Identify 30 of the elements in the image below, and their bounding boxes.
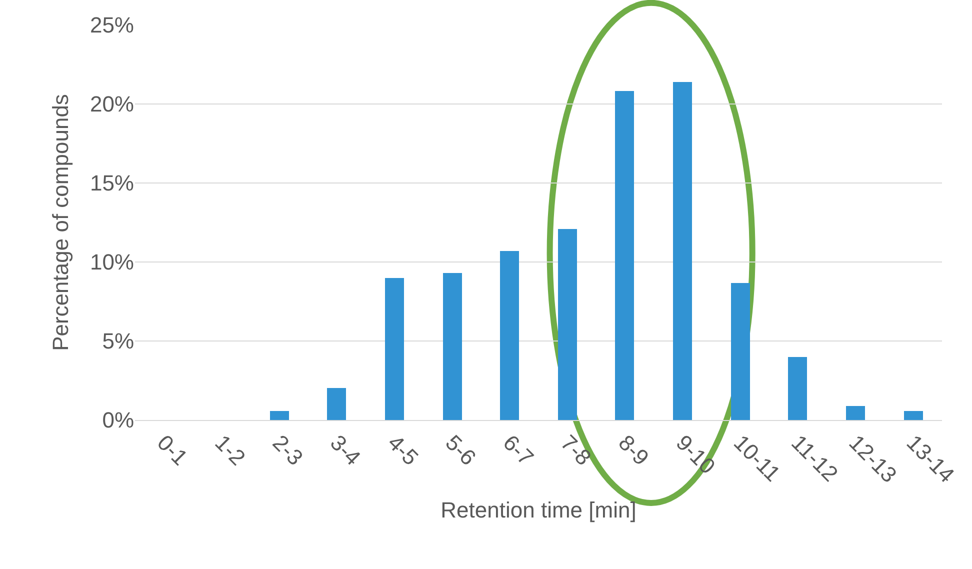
x-axis-title: Retention time [min] — [440, 497, 636, 522]
y-tick-label: 5% — [102, 328, 134, 354]
bar — [731, 283, 750, 420]
x-tick-label: 5-6 — [440, 430, 481, 470]
x-tick-label: 6-7 — [498, 430, 539, 470]
bar — [500, 251, 519, 420]
x-tick-label: 3-4 — [325, 430, 366, 470]
bar — [615, 91, 634, 420]
bar — [846, 406, 865, 420]
bar — [270, 411, 289, 420]
bar — [558, 229, 577, 420]
y-tick-label: 25% — [90, 12, 134, 38]
x-tick-label: 4-5 — [383, 430, 424, 470]
bar — [385, 278, 404, 420]
bar — [673, 82, 692, 420]
x-tick-label: 0-1 — [152, 430, 193, 470]
bar — [327, 388, 346, 420]
y-axis-title: Percentage of compounds — [48, 94, 73, 351]
y-tick-label: 15% — [90, 170, 134, 196]
x-tick-label: 9-10 — [671, 430, 720, 479]
y-tick-label: 20% — [90, 92, 134, 117]
bar — [904, 411, 923, 420]
y-tick-label: 10% — [90, 250, 134, 275]
x-tick-label: 2-3 — [268, 430, 308, 470]
bar — [788, 357, 807, 420]
x-tick-label: 7-8 — [556, 430, 596, 470]
x-tick-label: 1-2 — [210, 430, 250, 470]
bar — [443, 273, 462, 420]
y-tick-label: 0% — [102, 408, 134, 433]
x-tick-label: 8-9 — [614, 430, 654, 470]
